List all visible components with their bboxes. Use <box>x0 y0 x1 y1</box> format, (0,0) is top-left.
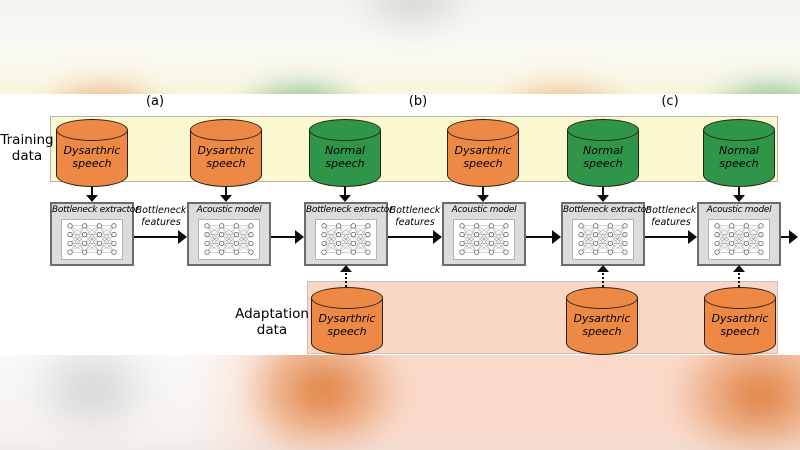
arrow-down-icon <box>733 186 745 202</box>
cylinder-top <box>190 119 262 141</box>
arrow-right-icon <box>134 230 187 244</box>
nn-sketch <box>315 219 377 260</box>
cylinder-dysarthric-speech-a1: Dysarthric speech <box>56 119 128 187</box>
adaptation-data-label: Adaptation data <box>232 306 312 338</box>
arrow-down-icon <box>86 186 98 202</box>
panel-label-a: (a) <box>145 94 165 109</box>
nn-sketch <box>572 219 634 260</box>
training-data-label: Training data <box>0 132 54 164</box>
diagram-frame: (a) (b) (c) Training data Adaptation dat… <box>0 94 800 355</box>
training-data-band <box>50 116 778 182</box>
nn-sketch <box>61 219 123 260</box>
acoustic-model-box-b: Acoustic model <box>442 202 526 266</box>
cylinder-dysarthric-speech-b2: Dysarthric speech <box>447 119 519 187</box>
box-title: Acoustic model <box>706 205 772 215</box>
cylinder-top <box>309 119 381 141</box>
box-title: Acoustic model <box>196 205 262 215</box>
blurred-background-bottom <box>0 355 800 450</box>
box-title: Bottleneck extractor <box>563 205 650 215</box>
nn-sketch <box>453 219 515 260</box>
cylinder-top <box>704 287 776 309</box>
arrow-right-icon <box>645 230 697 244</box>
bottleneck-extractor-box-a: Bottleneck extractor <box>50 202 139 266</box>
dashed-arrow-up-icon <box>733 265 745 287</box>
adaptation-data-band <box>307 281 778 354</box>
arrow-right-icon <box>271 230 304 244</box>
cylinder-adaptation-dysarthric-c2: Dysarthric speech <box>704 287 776 355</box>
training-label-line1: Training <box>0 132 54 148</box>
adaptation-label-line2: data <box>256 322 288 338</box>
acoustic-model-box-c: Acoustic model <box>697 202 781 266</box>
arrow-right-output-icon <box>781 230 798 244</box>
nn-sketch <box>708 219 770 260</box>
arrow-down-icon <box>339 186 351 202</box>
panel-label-c: (c) <box>661 94 679 109</box>
dashed-arrow-up-icon <box>597 265 609 287</box>
cylinder-normal-speech-c2: Normal speech <box>703 119 775 187</box>
cylinder-dysarthric-speech-a2: Dysarthric speech <box>190 119 262 187</box>
bottleneck-features-label-c: Bottleneck features <box>645 205 697 228</box>
cylinder-adaptation-dysarthric-b: Dysarthric speech <box>311 287 383 355</box>
arrow-right-icon <box>526 230 561 244</box>
nn-sketch <box>198 219 260 260</box>
arrow-down-icon <box>477 186 489 202</box>
cylinder-adaptation-dysarthric-c1: Dysarthric speech <box>566 287 638 355</box>
blurred-background-top <box>0 0 800 94</box>
adaptation-label-line1: Adaptation <box>235 306 309 322</box>
cylinder-normal-speech-b1: Normal speech <box>309 119 381 187</box>
bottleneck-features-label-b: Bottleneck features <box>389 205 441 228</box>
cylinder-top <box>56 119 128 141</box>
acoustic-model-box-a: Acoustic model <box>187 202 271 266</box>
panel-label-b: (b) <box>408 94 428 109</box>
bottleneck-extractor-box-c: Bottleneck extractor <box>561 202 650 266</box>
cylinder-top <box>447 119 519 141</box>
box-title: Bottleneck extractor <box>52 205 139 215</box>
cylinder-top <box>703 119 775 141</box>
cylinder-top <box>311 287 383 309</box>
bottleneck-features-label-a: Bottleneck features <box>135 205 187 228</box>
arrow-down-icon <box>597 186 609 202</box>
arrow-right-icon <box>388 230 442 244</box>
box-title: Bottleneck extractor <box>306 205 393 215</box>
training-label-line2: data <box>11 148 43 164</box>
bottleneck-extractor-box-b: Bottleneck extractor <box>304 202 393 266</box>
dashed-arrow-up-icon <box>340 265 352 287</box>
box-title: Acoustic model <box>451 205 517 215</box>
cylinder-top <box>567 119 639 141</box>
cylinder-normal-speech-c1: Normal speech <box>567 119 639 187</box>
cylinder-top <box>566 287 638 309</box>
arrow-down-icon <box>220 186 232 202</box>
